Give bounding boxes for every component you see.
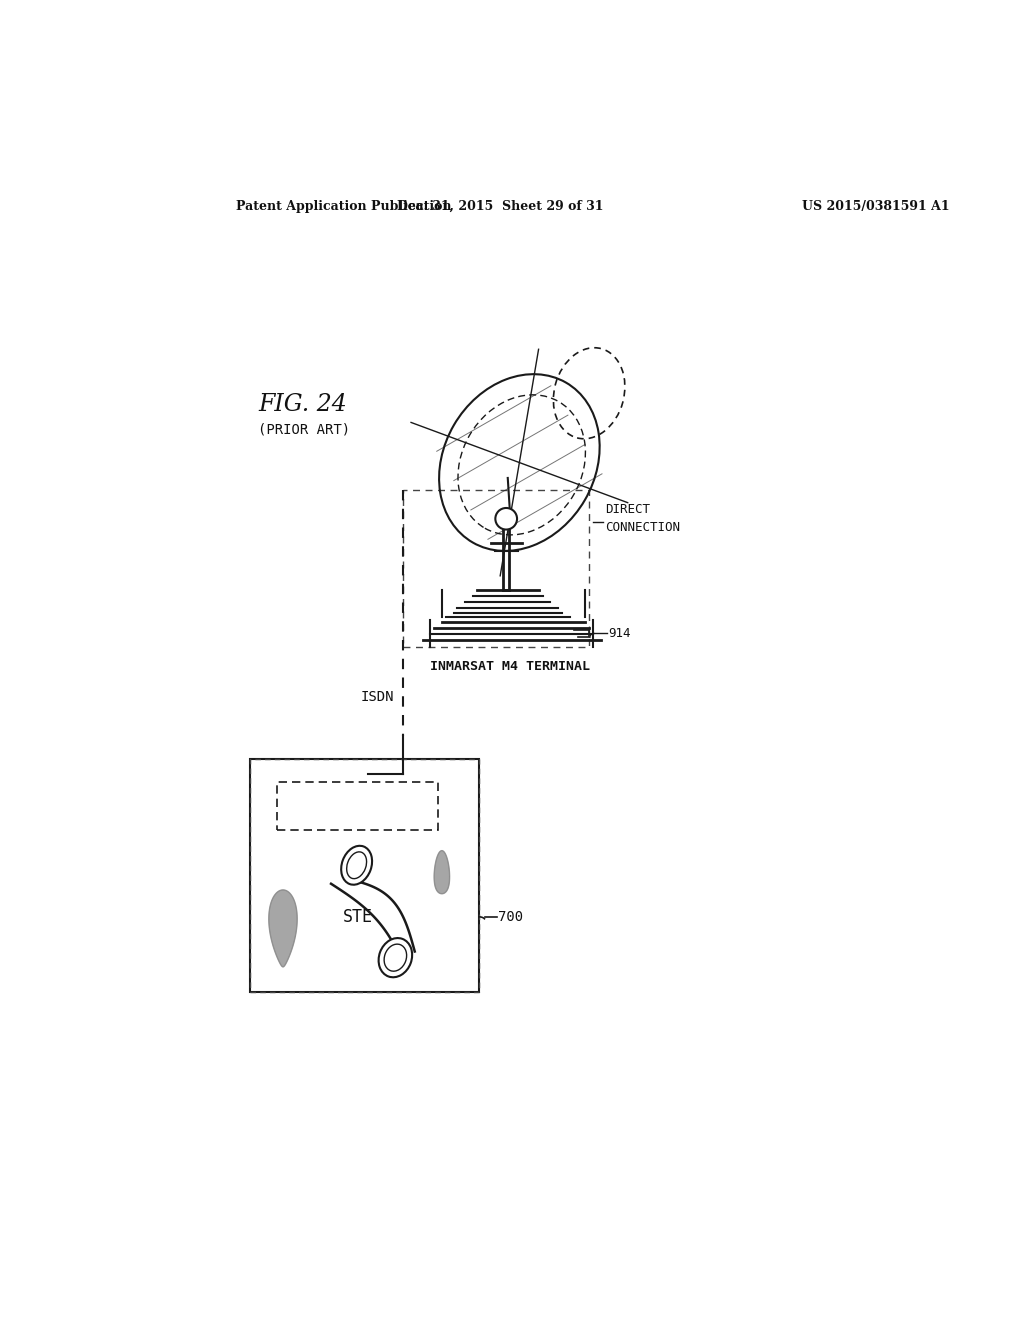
Text: ISDN: ISDN [360,690,394,705]
Text: DIRECT
CONNECTION: DIRECT CONNECTION [605,503,680,535]
Bar [251,759,479,991]
Ellipse shape [341,846,372,884]
Text: STE: STE [343,908,373,925]
Text: Patent Application Publication: Patent Application Publication [237,199,452,213]
Text: Dec. 31, 2015  Sheet 29 of 31: Dec. 31, 2015 Sheet 29 of 31 [396,199,603,213]
Text: 700: 700 [499,909,523,924]
Bar [251,759,479,991]
Text: US 2015/0381591 A1: US 2015/0381591 A1 [802,199,950,213]
Bar [276,781,438,830]
Text: INMARSAT M4 TERMINAL: INMARSAT M4 TERMINAL [430,660,590,673]
Text: 914: 914 [608,627,631,640]
Text: (PRIOR ART): (PRIOR ART) [258,422,350,437]
Ellipse shape [379,939,412,977]
Ellipse shape [384,944,407,972]
Bar [403,490,589,647]
Text: FIG. 24: FIG. 24 [258,393,347,416]
Polygon shape [268,890,297,966]
Circle shape [496,508,517,529]
Polygon shape [434,850,450,894]
Ellipse shape [347,851,367,879]
